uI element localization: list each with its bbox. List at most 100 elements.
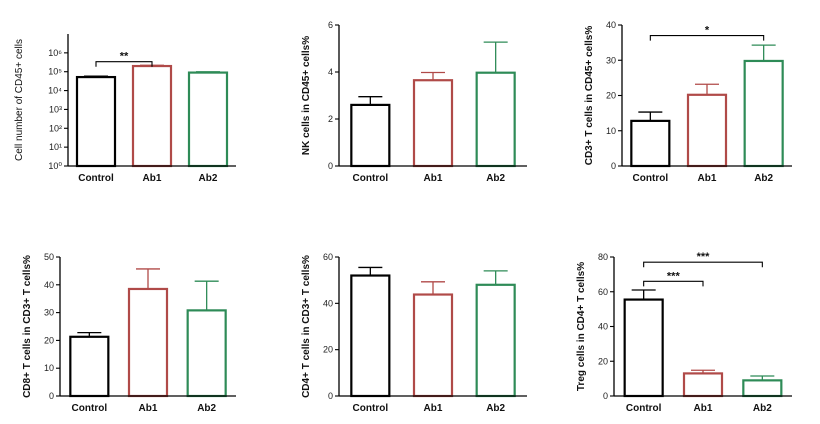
x-tick-label: Ab1 (694, 403, 713, 414)
y-tick-label: 80 (598, 252, 608, 262)
x-tick-label: Ab2 (486, 403, 505, 414)
bar-ab1 (127, 287, 169, 398)
y-tick-label: 40 (323, 298, 333, 308)
bar-control (75, 75, 117, 168)
bar-ab2 (475, 283, 516, 398)
y-tick-label: 0 (328, 391, 333, 401)
bar-ab1 (131, 64, 173, 168)
x-tick-label: Ab2 (197, 403, 216, 414)
y-tick-label: 60 (323, 252, 333, 262)
y-tick-label: 0 (328, 161, 333, 171)
x-tick-label: Ab1 (424, 173, 443, 184)
y-tick-label: 20 (44, 335, 54, 345)
y-tick-label: 20 (606, 91, 616, 101)
chart-panel-1: Control Ab1 Ab2 10⁰ 10¹ 10² 10³ 10⁴ 10⁵ 10⁶ Cell n… (14, 34, 236, 184)
significance-label: ** (120, 51, 129, 63)
y-tick-label: 6 (328, 20, 333, 30)
bar-control (350, 274, 391, 398)
x-tick-label: Ab2 (199, 173, 218, 184)
bar-control (350, 103, 391, 168)
y-axis-label: CD8+ T cells in CD3+ T cells% (22, 255, 33, 398)
x-tick-label: Control (633, 173, 669, 184)
significance-label: * (705, 25, 710, 37)
bar-control (623, 298, 664, 398)
x-tick-label: Control (78, 173, 114, 184)
significance-bracket: *** (643, 270, 704, 287)
significance-label: *** (697, 251, 711, 263)
y-tick-label: 60 (598, 287, 608, 297)
significance-label: *** (667, 270, 681, 282)
error-bar-control (358, 266, 383, 276)
error-bar-ab2 (483, 41, 508, 73)
bar-ab1 (686, 93, 728, 168)
chart-panel-2: Control Ab1 Ab2 0 2 4 6 NK cells in CD45+ cells… (301, 20, 527, 184)
error-bar-control (638, 111, 663, 121)
x-tick-label: Ab2 (486, 173, 505, 184)
error-bar-control (358, 96, 383, 105)
error-bar-ab1 (695, 83, 719, 95)
y-axis-label: Treg cells in CD4+ T cells% (576, 262, 587, 391)
y-axis-label: CD4+ T cells in CD3+ T cells% (301, 255, 312, 398)
y-tick-label: 2 (328, 114, 333, 124)
y-tick-label: 10 (44, 363, 54, 373)
y-tick-label: 10³ (49, 104, 62, 114)
bar-ab1 (682, 372, 724, 398)
significance-bracket: ** (95, 51, 153, 67)
error-bar-ab2 (483, 270, 508, 285)
y-tick-label: 10 (606, 126, 616, 136)
y-tick-label: 20 (598, 356, 608, 366)
bar-ab1 (412, 79, 454, 168)
y-tick-label: 40 (598, 322, 608, 332)
chart-panel-3: Control Ab1 Ab2 0 10 20 30 40 CD3+ T cells in CD… (584, 20, 792, 184)
x-tick-label: Control (72, 403, 108, 414)
bar-ab2 (187, 71, 229, 168)
x-tick-label: Ab2 (754, 173, 773, 184)
x-tick-label: Control (626, 403, 662, 414)
bar-ab1 (412, 293, 454, 398)
bar-control (630, 119, 671, 168)
error-bar-ab1 (421, 281, 445, 295)
y-tick-label: 10⁶ (48, 48, 62, 58)
y-tick-label: 20 (323, 345, 333, 355)
chart-panel-4: Control Ab1 Ab2 0 10 20 30 40 50 CD8+ T cells in … (22, 252, 236, 414)
y-tick-label: 10² (49, 123, 62, 133)
error-bar-ab1 (421, 71, 445, 81)
y-tick-label: 0 (611, 161, 616, 171)
bar-ab2 (186, 309, 227, 398)
significance-bracket: *** (643, 251, 763, 268)
y-tick-label: 0 (49, 391, 54, 401)
chart-panel-6: Control Ab1 Ab2 0 20 40 60 80 Treg cells in CD4+… (576, 251, 792, 414)
y-tick-label: 40 (606, 20, 616, 30)
x-tick-label: Ab1 (698, 173, 717, 184)
error-bar-ab2 (751, 44, 776, 61)
y-tick-label: 50 (44, 252, 54, 262)
x-tick-label: Ab1 (424, 403, 443, 414)
x-tick-label: Ab2 (753, 403, 772, 414)
error-bar-ab2 (194, 280, 219, 311)
y-tick-label: 10⁵ (48, 67, 62, 77)
y-tick-label: 10¹ (49, 142, 62, 152)
bar-ab2 (475, 71, 516, 168)
y-tick-label: 30 (606, 55, 616, 65)
bar-ab2 (742, 379, 783, 398)
bar-ab2 (743, 59, 784, 168)
y-tick-label: 10⁴ (48, 86, 62, 96)
error-bar-ab1 (136, 268, 160, 289)
chart-panel-5: Control Ab1 Ab2 0 20 40 60 CD4+ T cells in CD3+… (301, 252, 527, 414)
y-tick-label: 10⁰ (48, 161, 62, 171)
y-axis-label: CD3+ T cells in CD45+ cells% (584, 26, 595, 166)
x-tick-label: Ab1 (139, 403, 158, 414)
y-tick-label: 4 (328, 67, 333, 77)
y-axis-label: NK cells in CD45+ cells% (301, 36, 312, 155)
x-tick-label: Ab1 (143, 173, 162, 184)
x-tick-label: Control (353, 173, 389, 184)
error-bar-control (631, 289, 656, 300)
bar-control (69, 335, 110, 398)
y-tick-label: 40 (44, 280, 54, 290)
x-tick-label: Control (353, 403, 389, 414)
significance-bracket: * (649, 25, 765, 41)
y-tick-label: 30 (44, 308, 54, 318)
y-tick-label: 0 (603, 391, 608, 401)
y-axis-label: Cell number of CD45+ cells (14, 39, 25, 161)
